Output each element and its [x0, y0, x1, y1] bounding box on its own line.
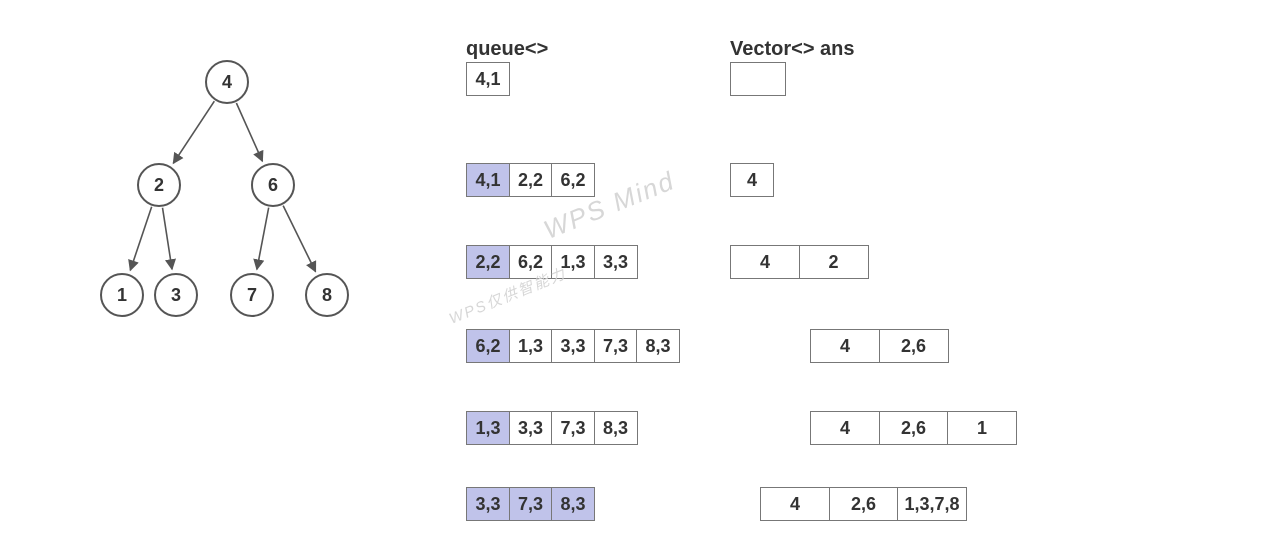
ans-row-3: 42,6 [810, 329, 949, 363]
queue-cell: 3,3 [594, 245, 638, 279]
ans-cell: 1 [947, 411, 1017, 445]
queue-row-1: 4,12,26,2 [466, 163, 595, 197]
tree-edge [173, 101, 214, 163]
queue-row-2: 2,26,21,33,3 [466, 245, 638, 279]
ans-cell: 4 [810, 411, 880, 445]
queue-cell: 1,3 [551, 245, 595, 279]
tree-node-4: 4 [205, 60, 249, 104]
tree-edge [130, 207, 151, 271]
queue-cell: 6,2 [466, 329, 510, 363]
ans-cell [730, 62, 786, 96]
queue-cell: 2,2 [509, 163, 553, 197]
queue-cell: 3,3 [551, 329, 595, 363]
tree-edge [163, 208, 173, 270]
tree-edge [283, 206, 315, 272]
tree-node-2: 2 [137, 163, 181, 207]
ans-cell: 4 [730, 245, 800, 279]
tree-node-3: 3 [154, 273, 198, 317]
ans-row-4: 42,61 [810, 411, 1017, 445]
queue-cell: 4,1 [466, 62, 510, 96]
queue-cell: 1,3 [509, 329, 553, 363]
ans-cell: 2,6 [879, 411, 949, 445]
queue-cell: 8,3 [594, 411, 638, 445]
queue-cell: 6,2 [551, 163, 595, 197]
queue-cell: 3,3 [466, 487, 510, 521]
tree-node-1: 1 [100, 273, 144, 317]
tree-edge [236, 103, 262, 161]
tree-edge [257, 208, 269, 270]
ans-row-2: 42 [730, 245, 869, 279]
tree-node-7: 7 [230, 273, 274, 317]
ans-cell: 4 [760, 487, 830, 521]
ans-header: Vector<> ans [730, 38, 855, 61]
queue-cell: 7,3 [509, 487, 553, 521]
queue-cell: 3,3 [509, 411, 553, 445]
ans-row-0 [730, 62, 786, 96]
queue-header: queue<> [466, 38, 548, 61]
diagram-stage: queue<> Vector<> ans 42613784,14,12,26,2… [0, 0, 1268, 543]
ans-cell: 2,6 [829, 487, 899, 521]
queue-cell: 1,3 [466, 411, 510, 445]
tree-node-6: 6 [251, 163, 295, 207]
queue-cell: 2,2 [466, 245, 510, 279]
queue-cell: 7,3 [551, 411, 595, 445]
ans-cell: 2,6 [879, 329, 949, 363]
queue-row-3: 6,21,33,37,38,3 [466, 329, 680, 363]
queue-cell: 8,3 [636, 329, 680, 363]
ans-cell: 4 [810, 329, 880, 363]
queue-row-5: 3,37,38,3 [466, 487, 595, 521]
queue-cell: 7,3 [594, 329, 638, 363]
ans-cell: 4 [730, 163, 774, 197]
ans-row-5: 42,61,3,7,8 [760, 487, 967, 521]
queue-row-4: 1,33,37,38,3 [466, 411, 638, 445]
queue-cell: 8,3 [551, 487, 595, 521]
ans-cell: 2 [799, 245, 869, 279]
queue-row-0: 4,1 [466, 62, 510, 96]
queue-cell: 6,2 [509, 245, 553, 279]
tree-node-8: 8 [305, 273, 349, 317]
queue-cell: 4,1 [466, 163, 510, 197]
ans-cell: 1,3,7,8 [897, 487, 967, 521]
ans-row-1: 4 [730, 163, 774, 197]
